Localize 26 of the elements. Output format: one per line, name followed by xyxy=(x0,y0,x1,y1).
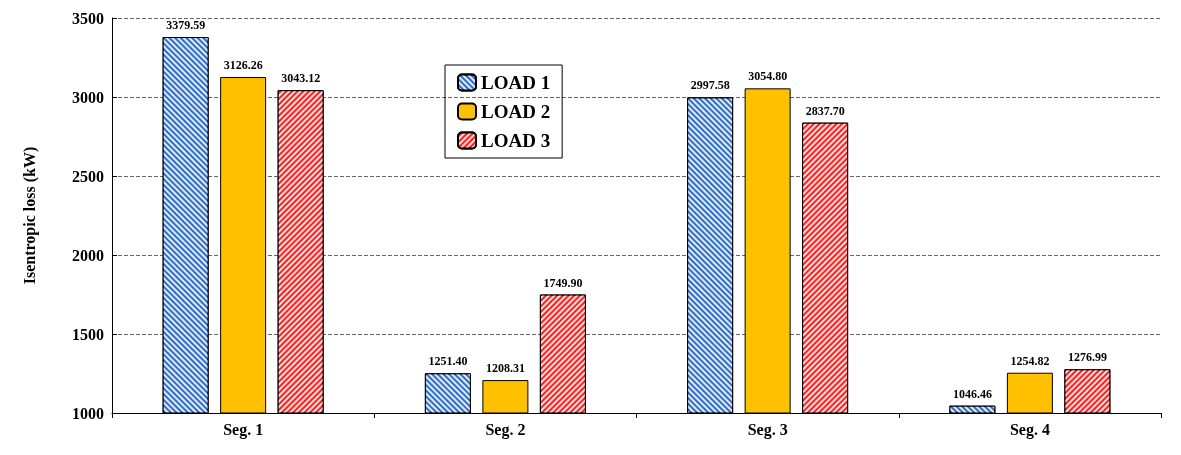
data-label: 1254.82 xyxy=(1010,353,1050,368)
x-tick-label: Seg. 4 xyxy=(1009,420,1050,439)
data-label: 2997.58 xyxy=(690,78,730,93)
y-tick-label: 1500 xyxy=(72,325,104,343)
data-label: 1251.40 xyxy=(428,354,468,369)
data-label: 3043.12 xyxy=(281,71,321,86)
y-tick-label: 2500 xyxy=(72,167,104,185)
data-label: 3126.26 xyxy=(223,58,263,73)
y-tick-label: 3500 xyxy=(72,9,104,27)
data-label: 3054.80 xyxy=(748,69,788,84)
y-tick-label: 3000 xyxy=(72,88,104,106)
data-label: 1276.99 xyxy=(1067,350,1107,365)
x-tick-label: Seg. 3 xyxy=(747,420,788,439)
y-axis-title: Isentropic loss (kW) xyxy=(20,146,39,285)
legend-label: LOAD 2 xyxy=(481,101,551,122)
legend-label: LOAD 1 xyxy=(481,72,551,93)
y-tick-label: 1000 xyxy=(72,404,104,422)
y-tick-label: 2000 xyxy=(72,246,104,264)
legend-label: LOAD 3 xyxy=(481,130,551,151)
data-label: 3379.59 xyxy=(166,18,206,33)
x-tick-label: Seg. 1 xyxy=(223,420,264,439)
data-label: 2837.70 xyxy=(805,103,845,118)
x-tick-label: Seg. 2 xyxy=(485,420,526,439)
data-label: 1046.46 xyxy=(952,386,992,401)
data-label: 1208.31 xyxy=(485,361,525,376)
data-label: 1749.90 xyxy=(543,275,583,290)
